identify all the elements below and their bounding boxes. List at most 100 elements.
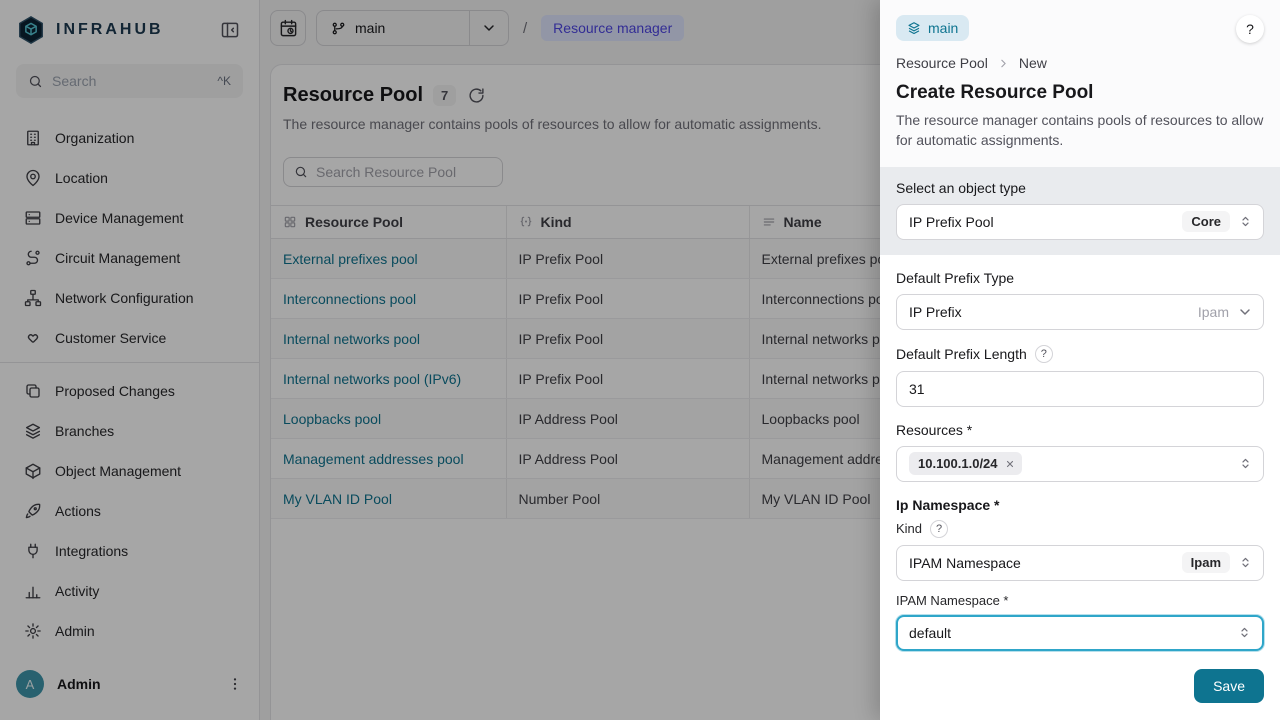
sidebar-item-label: Actions bbox=[55, 503, 101, 519]
nav-secondary: Proposed Changes Branches Object Managem… bbox=[0, 371, 259, 651]
sidebar-item-network-configuration[interactable]: Network Configuration bbox=[0, 278, 259, 318]
branch-selector[interactable]: main bbox=[316, 10, 509, 46]
help-button[interactable]: ? bbox=[1236, 15, 1264, 43]
ipam-namespace-select[interactable]: default bbox=[896, 614, 1264, 651]
object-type-label: Select an object type bbox=[896, 179, 1026, 196]
drawer-breadcrumb: Resource Pool New bbox=[896, 55, 1264, 71]
user-name: Admin bbox=[57, 676, 101, 692]
search-shortcut: ^K bbox=[217, 74, 231, 88]
sidebar-item-label: Branches bbox=[55, 423, 115, 439]
plug-icon bbox=[24, 542, 42, 560]
ip-namespace-group: Ip Namespace * Kind ? IPAM Namespace Ipa… bbox=[896, 497, 1264, 651]
divider bbox=[469, 11, 470, 45]
sidebar-item-device-management[interactable]: Device Management bbox=[0, 198, 259, 238]
save-button[interactable]: Save bbox=[1194, 669, 1264, 703]
default-prefix-length-label: Default Prefix Length ? bbox=[896, 344, 1264, 363]
help-icon[interactable]: ? bbox=[1034, 344, 1053, 363]
object-type-section: Select an object type IP Prefix Pool Cor… bbox=[880, 166, 1280, 255]
avatar: A bbox=[16, 670, 44, 698]
column-header-resource-pool[interactable]: Resource Pool bbox=[271, 205, 506, 239]
bar-chart-icon bbox=[24, 582, 42, 600]
chevrons-up-down-icon bbox=[1238, 456, 1253, 471]
breadcrumb[interactable]: Resource manager bbox=[541, 15, 685, 41]
sidebar-item-integrations[interactable]: Integrations bbox=[0, 531, 259, 571]
user-menu[interactable]: A Admin bbox=[0, 656, 259, 720]
layers-icon bbox=[907, 21, 921, 35]
sidebar-item-label: Organization bbox=[55, 130, 135, 146]
kind-label: Kind ? bbox=[896, 519, 1264, 538]
drawer-header: main ? Resource Pool New Create Resource… bbox=[880, 0, 1280, 167]
breadcrumb-item: New bbox=[1018, 55, 1047, 71]
git-branch-icon bbox=[331, 21, 346, 36]
sidebar-collapse-button[interactable] bbox=[217, 17, 243, 43]
copy-diff-icon bbox=[24, 382, 42, 400]
drawer-form: Default Prefix Type IP Prefix Ipam Defau… bbox=[880, 255, 1280, 669]
ipam-badge: Ipam bbox=[1181, 552, 1230, 574]
sidebar-item-organization[interactable]: Organization bbox=[0, 118, 259, 158]
ipam-namespace-label: IPAM Namespace * bbox=[896, 592, 1009, 608]
sidebar-item-label: Location bbox=[55, 170, 108, 186]
branch-name: main bbox=[355, 20, 386, 36]
sidebar-item-label: Integrations bbox=[55, 543, 129, 559]
kind-select[interactable]: IPAM Namespace Ipam bbox=[896, 544, 1264, 581]
object-type-select[interactable]: IP Prefix Pool Core bbox=[896, 203, 1264, 240]
refresh-button[interactable] bbox=[468, 87, 485, 104]
chevrons-up-down-icon bbox=[1238, 555, 1253, 570]
default-prefix-type-select[interactable]: IP Prefix Ipam bbox=[896, 293, 1264, 330]
kebab-menu-icon[interactable] bbox=[227, 676, 243, 692]
remove-chip-icon[interactable] bbox=[1005, 459, 1015, 469]
sidebar-item-customer-service[interactable]: Customer Service bbox=[0, 318, 259, 358]
table-search bbox=[283, 157, 503, 187]
building-icon bbox=[24, 129, 42, 147]
branch-badge[interactable]: main bbox=[896, 15, 970, 41]
sidebar-item-label: Activity bbox=[55, 583, 100, 599]
resources-label: Resources * bbox=[896, 421, 973, 438]
resources-multiselect[interactable]: 10.100.1.0/24 bbox=[896, 445, 1264, 482]
sidebar-item-actions[interactable]: Actions bbox=[0, 491, 259, 531]
search-placeholder: Search bbox=[52, 73, 97, 89]
sidebar-search[interactable]: Search ^K bbox=[16, 64, 243, 98]
breadcrumb-separator: / bbox=[523, 19, 528, 37]
breadcrumb-item[interactable]: Resource Pool bbox=[896, 55, 988, 71]
server-icon bbox=[24, 209, 42, 227]
search-input[interactable] bbox=[316, 164, 492, 180]
default-prefix-length-input[interactable] bbox=[896, 370, 1264, 407]
sidebar-item-object-management[interactable]: Object Management bbox=[0, 451, 259, 491]
logo-row: INFRAHUB bbox=[0, 0, 259, 58]
sidebar-item-admin[interactable]: Admin bbox=[0, 611, 259, 651]
date-picker-button[interactable] bbox=[270, 10, 306, 46]
sidebar-item-activity[interactable]: Activity bbox=[0, 571, 259, 611]
chevron-right-icon bbox=[997, 57, 1010, 70]
count-badge: 7 bbox=[433, 85, 457, 106]
page-description: The resource manager contains pools of r… bbox=[283, 116, 822, 132]
drawer-title: Create Resource Pool bbox=[896, 82, 1094, 103]
handshake-icon bbox=[24, 329, 42, 347]
sidebar-item-circuit-management[interactable]: Circuit Management bbox=[0, 238, 259, 278]
braces-icon bbox=[520, 216, 531, 227]
grid-icon bbox=[284, 216, 296, 228]
topbar: main / Resource manager bbox=[260, 0, 1280, 46]
network-icon bbox=[24, 289, 42, 307]
text-lines-icon bbox=[763, 218, 774, 226]
route-icon bbox=[24, 249, 42, 267]
chevron-down-icon bbox=[1237, 304, 1253, 320]
create-resource-pool-drawer: main ? Resource Pool New Create Resource… bbox=[880, 0, 1280, 720]
sidebar-item-branches[interactable]: Branches bbox=[0, 411, 259, 451]
sidebar-item-label: Proposed Changes bbox=[55, 383, 175, 399]
map-pin-icon bbox=[24, 169, 42, 187]
sidebar-item-label: Customer Service bbox=[55, 330, 167, 346]
column-header-kind[interactable]: Kind bbox=[505, 205, 749, 239]
sidebar-item-label: Object Management bbox=[55, 463, 182, 479]
sidebar-item-location[interactable]: Location bbox=[0, 158, 259, 198]
search-icon bbox=[28, 74, 43, 89]
sidebar-item-label: Device Management bbox=[55, 210, 184, 226]
modal-overlay[interactable] bbox=[0, 0, 880, 720]
default-prefix-type-label: Default Prefix Type bbox=[896, 269, 1015, 286]
infrahub-logo-icon bbox=[16, 15, 46, 45]
help-icon[interactable]: ? bbox=[930, 519, 949, 538]
sidebar-item-proposed-changes[interactable]: Proposed Changes bbox=[0, 371, 259, 411]
sidebar-item-label: Admin bbox=[55, 623, 95, 639]
resource-chip: 10.100.1.0/24 bbox=[909, 452, 1022, 476]
drawer-description: The resource manager contains pools of r… bbox=[896, 112, 1264, 149]
